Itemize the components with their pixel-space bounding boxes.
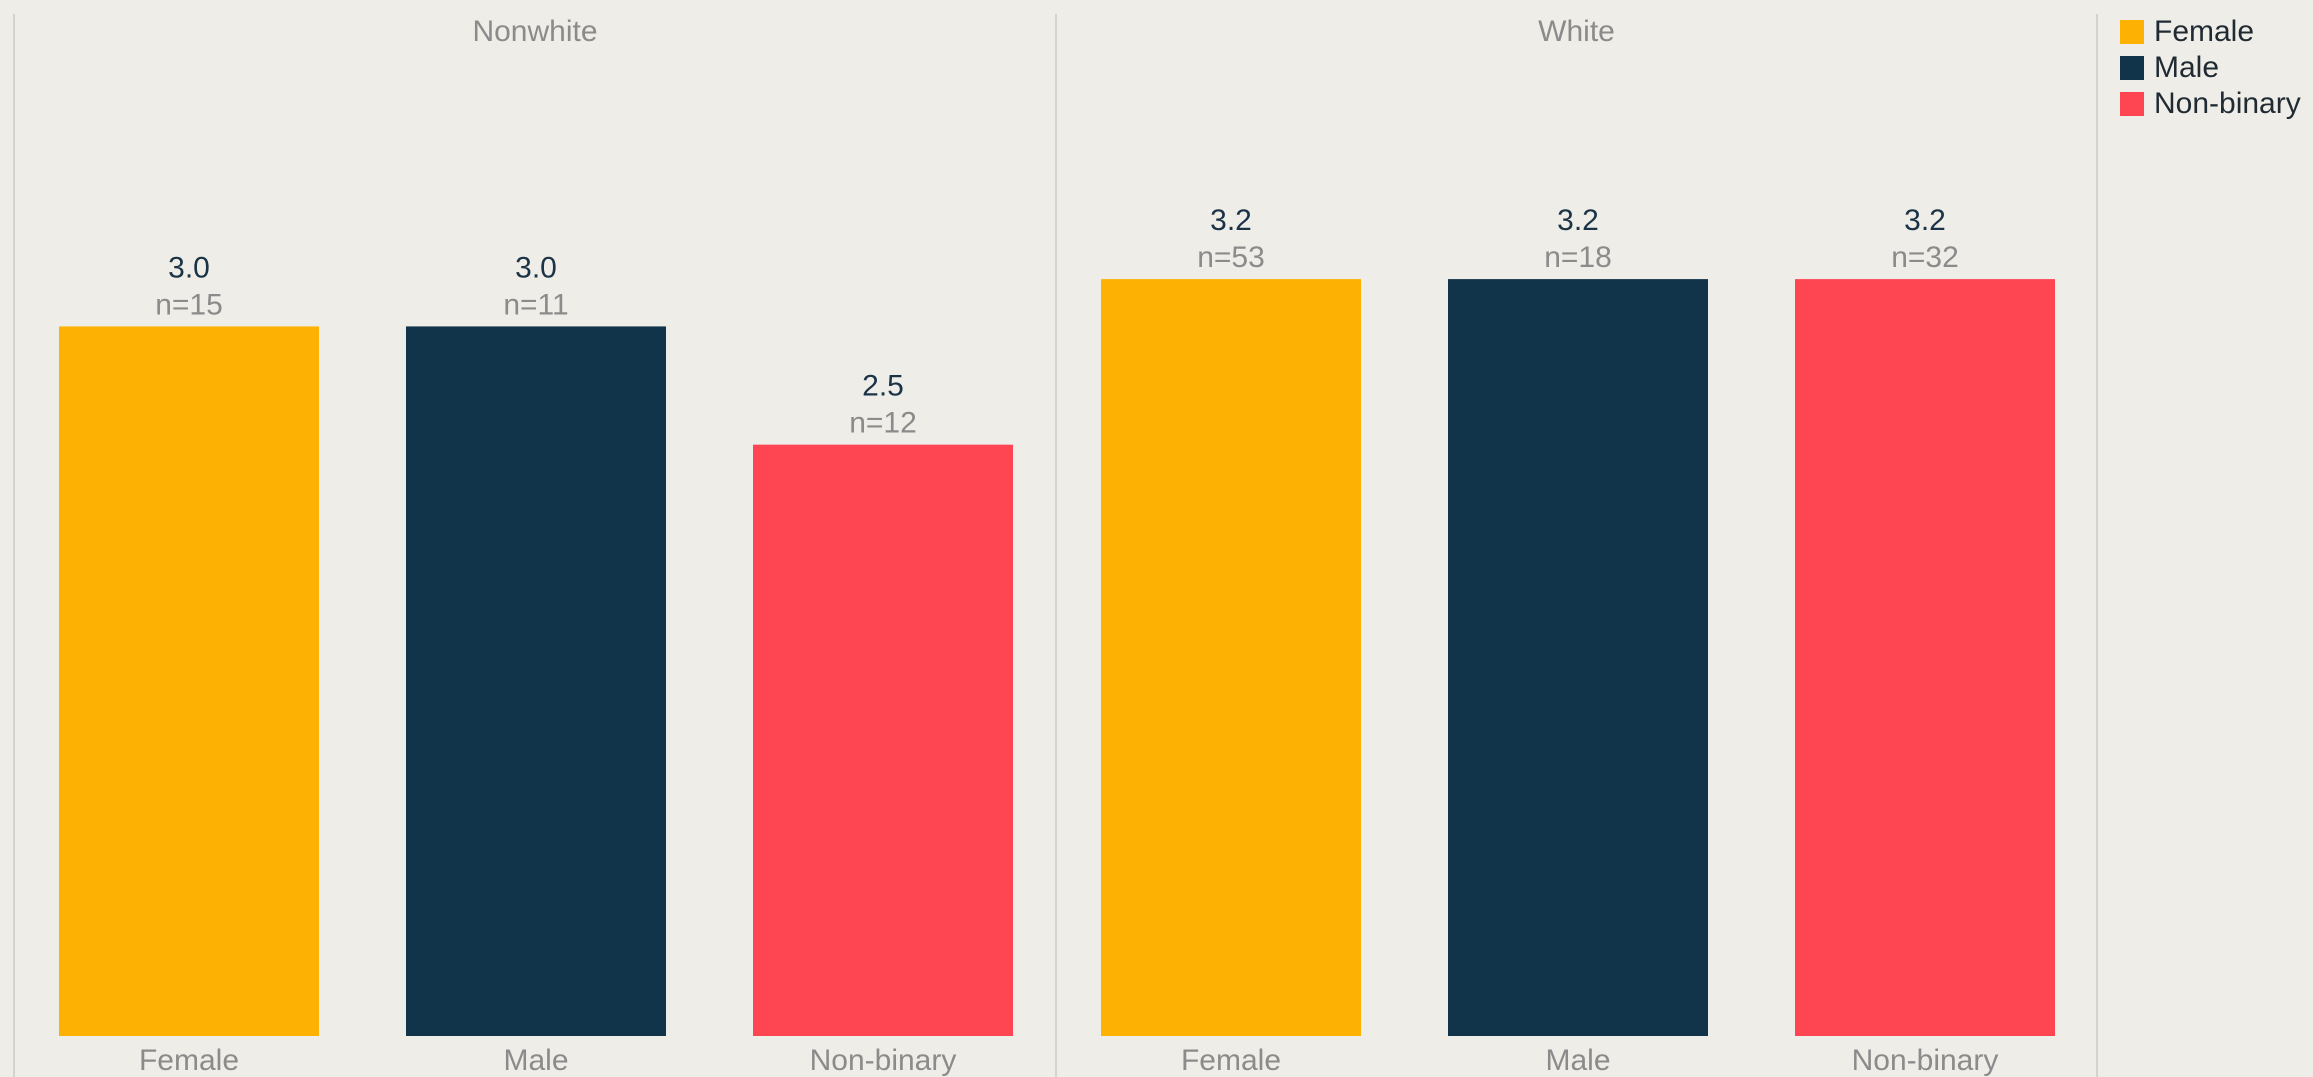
value-label-nonwhite-female: 3.0 xyxy=(168,251,210,284)
category-label-nonwhite-male: Male xyxy=(503,1044,568,1077)
category-label-white-male: Male xyxy=(1545,1044,1610,1077)
n-label-white-female: n=53 xyxy=(1197,241,1265,274)
legend-label-male: Male xyxy=(2154,51,2220,84)
legend-swatch-non-binary xyxy=(2120,92,2144,116)
legend-label-female: Female xyxy=(2154,15,2255,48)
legend-swatch-male xyxy=(2120,56,2144,80)
legend-item-male: Male xyxy=(2120,50,2301,86)
panel-title-white: White xyxy=(1538,15,1615,48)
n-label-white-non-binary: n=32 xyxy=(1891,241,1959,274)
bar-white-female xyxy=(1101,279,1361,1037)
panel-title-nonwhite: Nonwhite xyxy=(472,15,597,48)
legend-label-non-binary: Non-binary xyxy=(2154,87,2301,120)
category-label-nonwhite-female: Female xyxy=(139,1044,239,1077)
legend-item-female: Female xyxy=(2120,14,2301,50)
legend-item-non-binary: Non-binary xyxy=(2120,86,2301,122)
n-label-nonwhite-non-binary: n=12 xyxy=(849,407,917,440)
legend: Female Male Non-binary xyxy=(2120,14,2301,122)
value-label-white-female: 3.2 xyxy=(1210,204,1252,237)
value-label-white-male: 3.2 xyxy=(1557,204,1599,237)
category-label-nonwhite-non-binary: Non-binary xyxy=(810,1044,957,1077)
category-label-white-non-binary: Non-binary xyxy=(1852,1044,1999,1077)
n-label-nonwhite-male: n=11 xyxy=(503,288,568,321)
n-label-nonwhite-female: n=15 xyxy=(155,288,223,321)
bar-white-male xyxy=(1448,279,1708,1037)
category-label-white-female: Female xyxy=(1181,1044,1281,1077)
value-label-nonwhite-non-binary: 2.5 xyxy=(862,370,904,403)
bar-white-non-binary xyxy=(1795,279,2055,1037)
bar-nonwhite-male xyxy=(406,326,666,1036)
value-label-white-non-binary: 3.2 xyxy=(1904,204,1946,237)
value-label-nonwhite-male: 3.0 xyxy=(515,251,557,284)
bar-nonwhite-female xyxy=(59,326,319,1036)
legend-swatch-female xyxy=(2120,20,2144,44)
bar-nonwhite-non-binary xyxy=(753,444,1013,1037)
n-label-white-male: n=18 xyxy=(1544,241,1612,274)
